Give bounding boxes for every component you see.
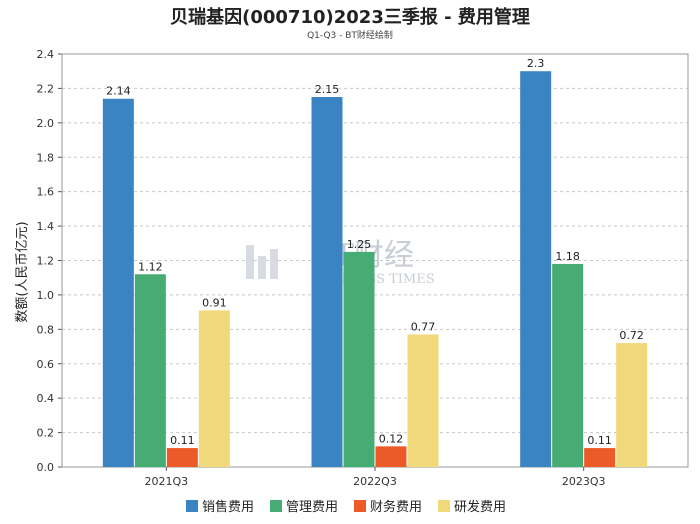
legend-label: 管理费用 (286, 500, 338, 515)
y-tick-label: 0.0 (37, 461, 55, 474)
bars (102, 71, 648, 467)
x-tick-label: 2022Q3 (353, 475, 397, 488)
data-label: 2.15 (315, 83, 340, 96)
axes: 0.0 0.2 0.4 0.6 0.8 1.0 1.2 1.4 1.6 1.8 2.0 2.2 2.4 2… (37, 48, 689, 488)
x-tick-label: 2023Q3 (562, 475, 606, 488)
x-tick-label: 2021Q3 (145, 475, 189, 488)
legend-swatch (270, 500, 282, 512)
bar-财务费用-2023Q3 (584, 448, 616, 467)
data-label: 1.18 (555, 250, 580, 263)
bar-销售费用-2021Q3 (102, 98, 134, 467)
bar-财务费用-2022Q3 (375, 446, 407, 467)
y-tick-label: 2.2 (37, 82, 55, 95)
y-tick-label: 2.4 (37, 48, 55, 61)
data-label: 0.11 (170, 434, 195, 447)
data-label: 2.3 (527, 57, 545, 70)
y-tick-label: 0.2 (37, 427, 55, 440)
y-tick-label: 1.6 (37, 186, 55, 199)
watermark-mark-bar (246, 245, 254, 279)
data-label: 0.12 (379, 432, 404, 445)
bar-管理费用-2022Q3 (343, 251, 375, 467)
data-label: 0.11 (587, 434, 612, 447)
bar-管理费用-2021Q3 (134, 274, 166, 467)
y-tick-label: 1.2 (37, 255, 55, 268)
legend-label: 研发费用 (454, 499, 506, 515)
legend: 销售费用 管理费用 财务费用 研发费用 (186, 499, 506, 515)
y-axis-label: 数额(人民币亿元) (15, 221, 30, 322)
watermark-mark-bar (270, 249, 278, 279)
data-label: 1.12 (138, 260, 163, 273)
y-tick-label: 1.4 (37, 220, 55, 233)
bar-财务费用-2021Q3 (166, 448, 198, 467)
data-labels: 2.14 1.12 0.11 0.91 2.15 1.25 0.12 0.77 2.3 1.18 0… (106, 57, 644, 447)
chart-subtitle: Q1-Q3 - BT财经绘制 (307, 31, 393, 41)
y-tick-label: 0.8 (37, 323, 55, 336)
data-label: 0.77 (411, 320, 436, 333)
y-tick-label: 0.6 (37, 358, 55, 371)
y-tick-label: 2.0 (37, 117, 55, 130)
legend-swatch (186, 500, 198, 512)
y-tick-label: 1.0 (37, 289, 55, 302)
chart-title: 贝瑞基因(000710)2023三季报 - 费用管理 (170, 7, 530, 28)
bar-研发费用-2023Q3 (616, 343, 648, 467)
data-label: 1.25 (347, 238, 372, 251)
legend-label: 财务费用 (370, 499, 422, 515)
y-tick-label: 0.4 (37, 392, 55, 405)
y-tick-label: 1.8 (37, 151, 55, 164)
legend-swatch (354, 500, 366, 512)
bar-研发费用-2022Q3 (407, 334, 439, 467)
bar-销售费用-2022Q3 (311, 97, 343, 467)
bar-研发费用-2021Q3 (198, 310, 230, 467)
bar-管理费用-2023Q3 (552, 263, 584, 467)
data-label: 0.91 (202, 296, 227, 309)
bar-销售费用-2023Q3 (520, 71, 552, 467)
legend-label: 销售费用 (202, 499, 254, 515)
data-label: 2.14 (106, 85, 131, 98)
legend-swatch (438, 500, 450, 512)
watermark-mark-bar (258, 256, 266, 279)
data-label: 0.72 (619, 329, 644, 342)
